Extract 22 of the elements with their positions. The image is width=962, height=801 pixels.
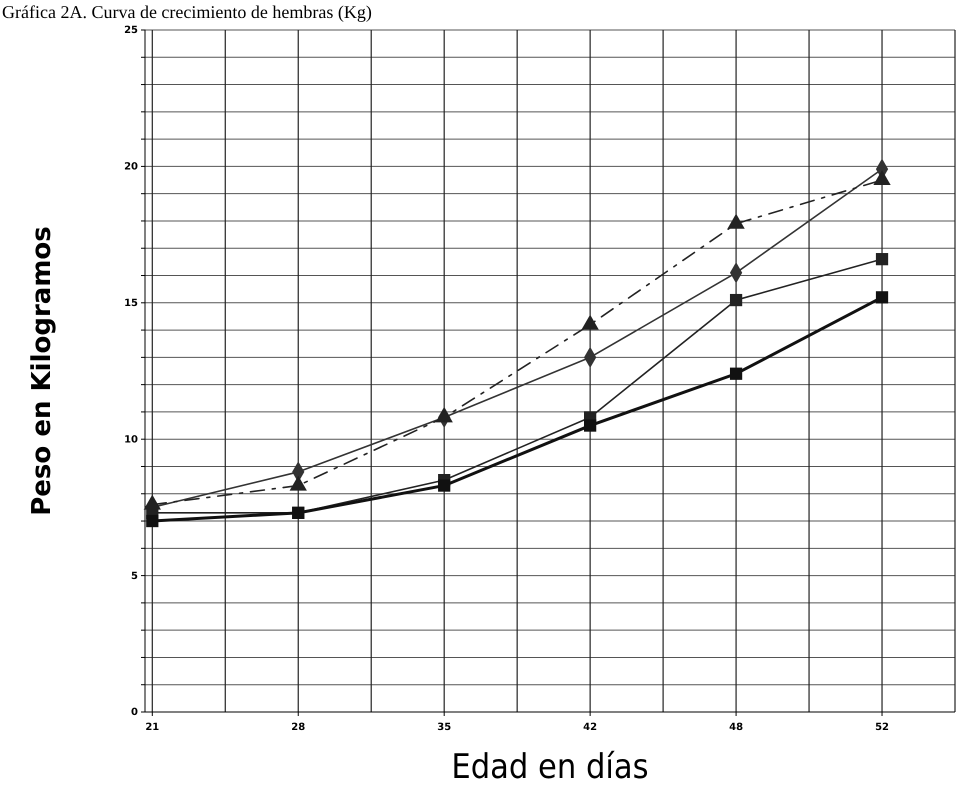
y-tick-label: 10 xyxy=(124,434,138,446)
point xyxy=(876,253,888,266)
y-tick-label: 20 xyxy=(124,162,138,173)
point xyxy=(438,479,450,492)
x-tick-label: 48 xyxy=(729,722,744,733)
point xyxy=(876,291,888,304)
point xyxy=(730,294,742,306)
y-tick-label: 25 xyxy=(124,25,138,36)
point xyxy=(730,368,742,380)
point xyxy=(584,419,596,432)
point xyxy=(146,514,158,528)
x-tick-label: 21 xyxy=(145,722,160,733)
x-axis-title: Edad en días xyxy=(451,747,649,787)
x-tick-label: 28 xyxy=(291,722,306,733)
x-tick-label: 42 xyxy=(583,722,598,733)
x-tick-label: 35 xyxy=(437,722,452,733)
y-tick-label: 15 xyxy=(124,298,138,309)
y-axis-title: Peso en Kilogramos xyxy=(27,226,57,516)
y-tick-label: 0 xyxy=(131,707,138,718)
y-tick-label: 5 xyxy=(131,570,138,582)
chart-title: Gráfica 2A. Curva de crecimiento de hembras (Kg) xyxy=(2,2,372,22)
x-tick-label: 52 xyxy=(875,722,890,733)
